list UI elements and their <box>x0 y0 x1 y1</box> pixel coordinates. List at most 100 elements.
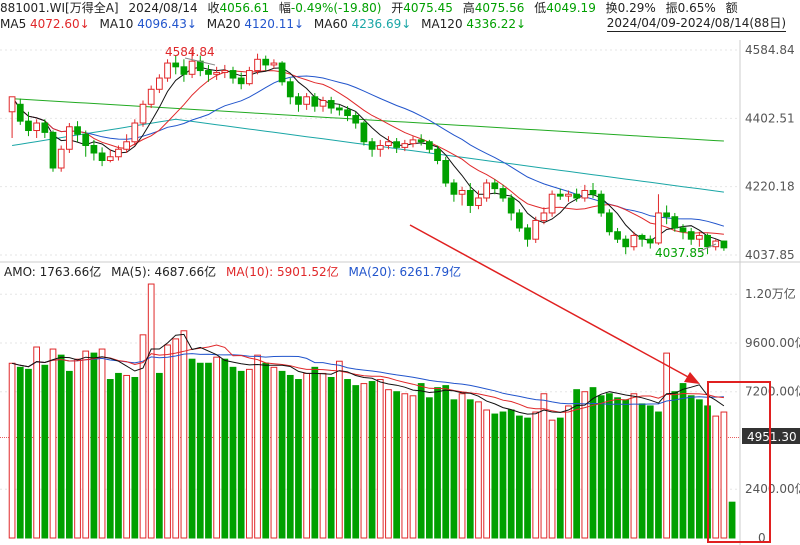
high-annotation: 4584.84 <box>165 45 215 59</box>
volume-bar <box>491 413 499 539</box>
high-label: 高 <box>462 1 475 15</box>
candle-body <box>147 88 155 105</box>
volume-bar <box>687 395 695 539</box>
candle-body <box>8 96 16 113</box>
low-value: 4049.19 <box>546 1 596 15</box>
candle-body <box>41 122 49 133</box>
price-tick-label: 4402.51 <box>745 111 795 125</box>
candle-body <box>679 227 687 233</box>
volume-bar <box>147 283 155 539</box>
ma10-value: 4096.43↓ <box>137 17 197 31</box>
candle-body <box>270 62 278 66</box>
candle-body <box>483 182 491 199</box>
volume-bar <box>712 415 720 539</box>
volume-bar <box>565 405 572 539</box>
volume-bar <box>82 350 90 539</box>
volume-tick-label: 2400.00亿 <box>745 481 800 496</box>
candle-body <box>442 159 450 184</box>
candle-body <box>164 62 171 79</box>
candle-body <box>385 141 392 147</box>
candle-body <box>606 212 613 233</box>
volume-bar <box>319 372 327 539</box>
candle-body <box>205 70 212 75</box>
candle-body <box>614 231 621 240</box>
candle-body <box>581 189 589 199</box>
amo-ma5-line <box>11 333 725 415</box>
ma20-value: 4120.11↓ <box>244 17 305 31</box>
candle-body <box>131 122 139 143</box>
candle-body <box>180 66 188 75</box>
volume-bar <box>25 368 32 539</box>
volume-tick-label: 9600.00亿 <box>745 335 800 350</box>
ma60-value: 4236.69↓ <box>351 17 412 31</box>
price-tick-label: 4037.85 <box>745 248 795 262</box>
turnover-label: 换 <box>605 1 618 15</box>
ma5-label: MA5 <box>0 17 27 31</box>
candle-body <box>622 238 630 248</box>
volume-bar <box>507 409 515 539</box>
candle-body <box>417 139 425 143</box>
volume-bar <box>270 366 278 539</box>
change-value: -0.49%(-19.80) <box>290 1 382 15</box>
volume-bar <box>213 356 220 539</box>
volume-bar <box>466 399 474 539</box>
volume-bar <box>139 334 147 539</box>
amo-ma20-line <box>11 353 724 405</box>
amplitude-label: 振 <box>665 1 678 15</box>
candle-body <box>499 188 507 199</box>
volume-bar <box>638 403 646 539</box>
volume-bar <box>262 362 270 539</box>
date-range[interactable]: 2024/04/09-2024/08/14(88日) <box>606 16 786 32</box>
candle-body <box>532 219 540 240</box>
candle-body <box>573 193 580 199</box>
candle-body <box>655 212 662 244</box>
candle-body <box>221 70 229 73</box>
open-label: 开 <box>391 1 404 15</box>
volume-bar <box>164 344 171 539</box>
volume-bar <box>33 346 41 539</box>
volume-bar <box>540 393 548 539</box>
candle-body <box>671 216 679 229</box>
volume-bar <box>131 376 139 539</box>
volume-bar <box>8 362 16 539</box>
volume-bar <box>115 372 122 539</box>
volume-bar <box>196 362 204 539</box>
volume-bar <box>622 399 630 539</box>
volume-bar <box>90 352 98 539</box>
volume-bar <box>278 370 286 539</box>
candle-body <box>491 182 499 190</box>
trade-date: 2024/08/14 <box>128 1 198 15</box>
ma10-label: MA10 <box>99 17 134 31</box>
candle-body <box>123 141 131 150</box>
candle-body <box>344 109 351 117</box>
candle-body <box>25 120 32 132</box>
amo-ma5-value: MA(5): 4687.66亿 <box>111 265 217 279</box>
volume-bar <box>450 399 458 539</box>
candle-body <box>409 139 417 145</box>
volume-bar <box>597 395 605 539</box>
candle-body <box>90 145 98 154</box>
candle-body <box>646 238 654 244</box>
amo-ma10-value: MA(10): 5901.52亿 <box>225 265 339 279</box>
volume-bar <box>614 397 621 539</box>
volume-bar <box>303 372 311 539</box>
candle-body <box>246 70 253 85</box>
candle-body <box>704 234 711 248</box>
volume-bar <box>98 348 106 539</box>
volume-bar <box>254 354 261 539</box>
ma60-line <box>12 118 724 193</box>
candle-body <box>327 100 335 109</box>
close-label: 收 <box>207 1 220 15</box>
volume-bar <box>556 417 564 539</box>
volume-bar <box>74 358 81 539</box>
candle-body <box>589 189 597 195</box>
volume-bar <box>548 419 556 539</box>
change-label: 幅 <box>278 1 291 15</box>
candle-body <box>507 197 515 214</box>
current-value-text: 4951.30 <box>747 430 797 444</box>
volume-bar <box>295 379 302 539</box>
volume-bar <box>180 330 188 539</box>
candle-body <box>393 141 401 148</box>
volume-bar <box>336 360 343 539</box>
